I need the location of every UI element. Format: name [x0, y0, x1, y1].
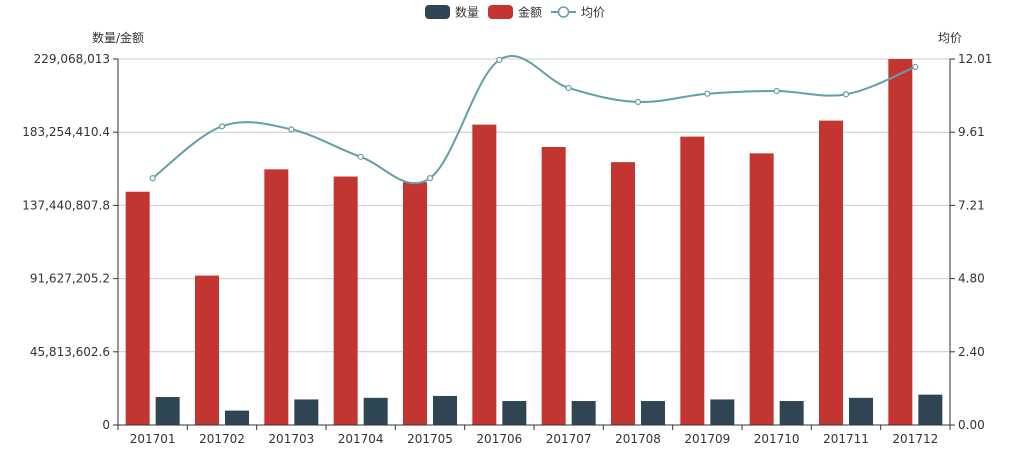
price-point[interactable] — [565, 84, 572, 92]
legend-item[interactable]: 数量 — [425, 5, 479, 20]
axes: 0 0.00 45,813,602.6 2.40 91,627,205.2 4.80 137… — [22, 52, 992, 446]
bar-quantity[interactable] — [641, 401, 665, 425]
bar-quantity[interactable] — [502, 401, 527, 425]
left-axis-title: 数量/金额 — [92, 30, 144, 45]
legend-swatch — [425, 5, 450, 19]
bar-amount[interactable] — [819, 120, 843, 425]
bar-quantity[interactable] — [710, 399, 735, 425]
price-point[interactable] — [149, 175, 156, 182]
legend[interactable]: 数量 金额 均价 — [425, 5, 605, 20]
y-left-tick-label: 45,813,602.6 — [30, 345, 110, 359]
price-point[interactable] — [704, 90, 711, 97]
legend-swatch — [488, 5, 513, 19]
bar-amount[interactable] — [333, 176, 358, 425]
bar-quantity[interactable] — [849, 397, 873, 425]
price-point[interactable] — [357, 153, 364, 160]
bar-amount[interactable] — [472, 124, 497, 425]
bar-quantity[interactable] — [918, 394, 943, 425]
x-tick-label: 201710 — [754, 432, 800, 446]
y-left-tick-label: 91,627,205.2 — [30, 272, 110, 286]
x-tick-label: 201704 — [338, 432, 384, 446]
y-right-tick-label: 7.21 — [958, 198, 985, 212]
y-right-tick-label: 12.01 — [958, 52, 992, 66]
legend-item[interactable]: 金额 — [488, 5, 542, 20]
legend-label: 金额 — [518, 5, 542, 20]
bar-amount[interactable] — [264, 169, 289, 425]
gridlines — [118, 58, 950, 353]
legend-label: 均价 — [581, 6, 605, 20]
bar-amount[interactable] — [611, 162, 635, 425]
bar-amount[interactable] — [403, 182, 427, 425]
x-tick-label: 201709 — [684, 432, 730, 446]
bar-amount[interactable] — [195, 275, 219, 425]
bar-amount[interactable] — [541, 146, 566, 425]
x-tick-label: 201705 — [407, 432, 453, 446]
price-point[interactable] — [426, 175, 434, 182]
price-point[interactable] — [496, 56, 503, 64]
y-right-tick-label: 4.80 — [958, 272, 985, 286]
bar-amount[interactable] — [888, 59, 913, 425]
right-axis-title: 均价 — [938, 31, 962, 45]
bar-series-group — [125, 59, 943, 425]
price-point[interactable] — [912, 63, 919, 71]
x-tick-label: 201711 — [823, 432, 869, 446]
y-right-tick-label: 2.40 — [958, 345, 985, 359]
bar-amount[interactable] — [680, 136, 705, 425]
y-right-tick-label: 0.00 — [958, 418, 985, 432]
bar-quantity[interactable] — [155, 397, 180, 425]
line-series-group — [149, 55, 919, 185]
bar-quantity[interactable] — [225, 410, 249, 425]
price-line — [152, 55, 916, 185]
price-point[interactable] — [288, 126, 295, 133]
x-tick-label: 201706 — [476, 432, 522, 446]
bar-amount[interactable] — [125, 191, 150, 425]
x-tick-label: 201708 — [615, 432, 661, 446]
x-tick-label: 201703 — [268, 432, 314, 446]
x-tick-label: 201702 — [199, 432, 245, 446]
legend-item[interactable]: 均价 — [551, 6, 605, 20]
x-tick-label: 201701 — [130, 432, 176, 446]
bar-quantity[interactable] — [294, 399, 319, 425]
price-point[interactable] — [218, 123, 226, 130]
x-tick-label: 201707 — [546, 432, 592, 446]
y-left-tick-label: 183,254,410.4 — [22, 125, 110, 139]
price-point[interactable] — [842, 91, 850, 98]
x-tick-label: 201712 — [892, 432, 938, 446]
price-point[interactable] — [773, 87, 780, 95]
legend-label: 数量 — [455, 5, 479, 20]
y-left-tick-label: 137,440,807.8 — [22, 198, 110, 212]
price-point[interactable] — [634, 98, 642, 106]
y-right-tick-label: 9.61 — [958, 125, 985, 139]
y-left-tick-label: 0 — [102, 418, 110, 432]
legend-marker — [557, 6, 570, 18]
bar-quantity[interactable] — [571, 401, 596, 425]
bar-quantity[interactable] — [363, 397, 388, 425]
bar-quantity[interactable] — [779, 401, 804, 425]
bar-amount[interactable] — [749, 153, 774, 425]
bar-quantity[interactable] — [433, 395, 457, 425]
y-left-tick-label: 229,068,013 — [34, 52, 110, 66]
